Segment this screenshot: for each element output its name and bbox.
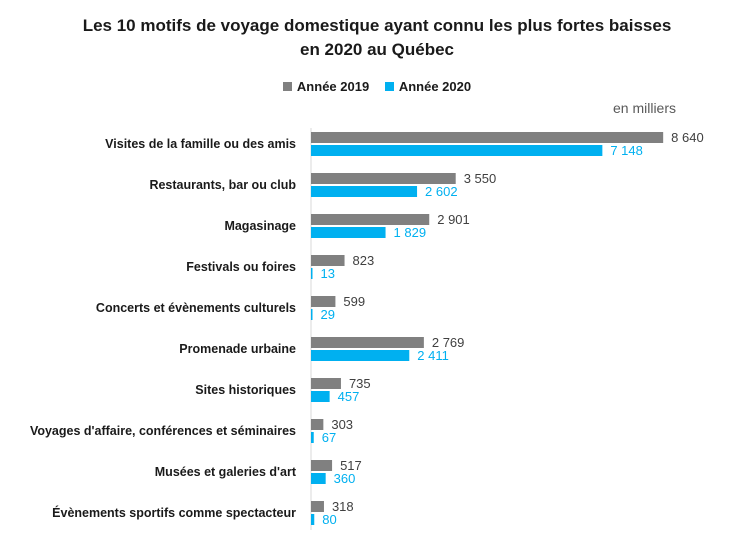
data-label-2020-festivals-ou-foires: 13 (321, 266, 335, 281)
category-label-visites-de-la-famille-ou-des-amis: Visites de la famille ou des amis (105, 137, 296, 151)
chart-legend: Année 2019 Année 2020 (0, 79, 754, 94)
data-label-2020-visites-de-la-famille-ou-des-amis: 7 148 (610, 143, 643, 158)
bar-2020-magasinage (311, 227, 386, 238)
category-label-voyages-d-affaire-conferences-et-seminaires: Voyages d'affaire, conférences et sémina… (30, 424, 296, 438)
category-label-restaurants-bar-ou-club: Restaurants, bar ou club (149, 178, 296, 192)
category-label-sites-historiques: Sites historiques (195, 383, 296, 397)
data-label-2019-voyages-d-affaire-conferences-et-seminaires: 303 (331, 417, 353, 432)
data-label-2020-evenements-sportifs-comme-spectacteur: 80 (322, 512, 336, 527)
bars-group: Visites de la famille ou des amis 8 640 7 … (30, 130, 704, 527)
bar-2019-promenade-urbaine (311, 337, 424, 348)
data-label-2019-concerts-et-evenements-culturels: 599 (343, 294, 365, 309)
bar-2019-musees-et-galeries-d-art (311, 460, 333, 471)
unit-label: en milliers (612, 100, 676, 116)
legend-swatch-2020 (384, 82, 394, 91)
bar-2020-visites-de-la-famille-ou-des-amis (311, 145, 603, 156)
data-label-2019-visites-de-la-famille-ou-des-amis: 8 640 (671, 130, 704, 145)
legend-label-2020: Année 2020 (398, 79, 472, 94)
bar-2020-restaurants-bar-ou-club (311, 186, 418, 197)
bar-2019-magasinage (311, 214, 430, 225)
bar-2020-musees-et-galeries-d-art (311, 473, 326, 484)
category-label-concerts-et-evenements-culturels: Concerts et évènements culturels (96, 301, 296, 315)
bar-2019-voyages-d-affaire-conferences-et-seminaires (311, 419, 324, 430)
category-label-evenements-sportifs-comme-spectacteur: Évènements sportifs comme spectacteur (52, 505, 296, 520)
category-label-festivals-ou-foires: Festivals ou foires (186, 260, 296, 274)
bar-2019-concerts-et-evenements-culturels (311, 296, 336, 307)
data-label-2019-promenade-urbaine: 2 769 (432, 335, 465, 350)
category-label-promenade-urbaine: Promenade urbaine (179, 342, 296, 356)
bar-2019-visites-de-la-famille-ou-des-amis (311, 132, 664, 143)
data-label-2020-concerts-et-evenements-culturels: 29 (321, 307, 335, 322)
data-label-2019-magasinage: 2 901 (437, 212, 470, 227)
chart-title: Les 10 motifs de voyage domestique ayant… (0, 14, 754, 62)
data-label-2020-voyages-d-affaire-conferences-et-seminaires: 67 (322, 430, 336, 445)
bar-2019-sites-historiques (311, 378, 341, 389)
chart-title-line-1: Les 10 motifs de voyage domestique ayant… (82, 16, 672, 35)
data-label-2020-restaurants-bar-ou-club: 2 602 (425, 184, 458, 199)
data-label-2019-musees-et-galeries-d-art: 517 (340, 458, 362, 473)
data-label-2020-musees-et-galeries-d-art: 360 (334, 471, 356, 486)
data-label-2019-evenements-sportifs-comme-spectacteur: 318 (332, 499, 354, 514)
category-label-musees-et-galeries-d-art: Musées et galeries d'art (155, 465, 297, 479)
bar-2020-promenade-urbaine (311, 350, 410, 361)
chart-title-line-2: en 2020 au Québec (299, 40, 455, 59)
bar-2020-evenements-sportifs-comme-spectacteur (311, 514, 315, 525)
bar-2020-voyages-d-affaire-conferences-et-seminaires (311, 432, 314, 443)
bar-2019-evenements-sportifs-comme-spectacteur (311, 501, 324, 512)
bar-2020-concerts-et-evenements-culturels (311, 309, 313, 320)
data-label-2020-sites-historiques: 457 (338, 389, 360, 404)
bar-2019-restaurants-bar-ou-club (311, 173, 456, 184)
data-label-2020-magasinage: 1 829 (394, 225, 427, 240)
category-label-magasinage: Magasinage (224, 219, 296, 233)
legend-item-2020: Année 2020 (384, 79, 472, 94)
data-label-2020-promenade-urbaine: 2 411 (417, 348, 449, 363)
data-label-2019-sites-historiques: 735 (349, 376, 371, 391)
data-label-2019-restaurants-bar-ou-club: 3 550 (464, 171, 497, 186)
bar-2020-festivals-ou-foires (311, 268, 313, 279)
legend-item-2019: Année 2019 (282, 79, 370, 94)
bar-2020-sites-historiques (311, 391, 330, 402)
bar-2019-festivals-ou-foires (311, 255, 345, 266)
legend-swatch-2019 (282, 82, 292, 91)
legend-label-2019: Année 2019 (296, 79, 370, 94)
data-label-2019-festivals-ou-foires: 823 (353, 253, 375, 268)
